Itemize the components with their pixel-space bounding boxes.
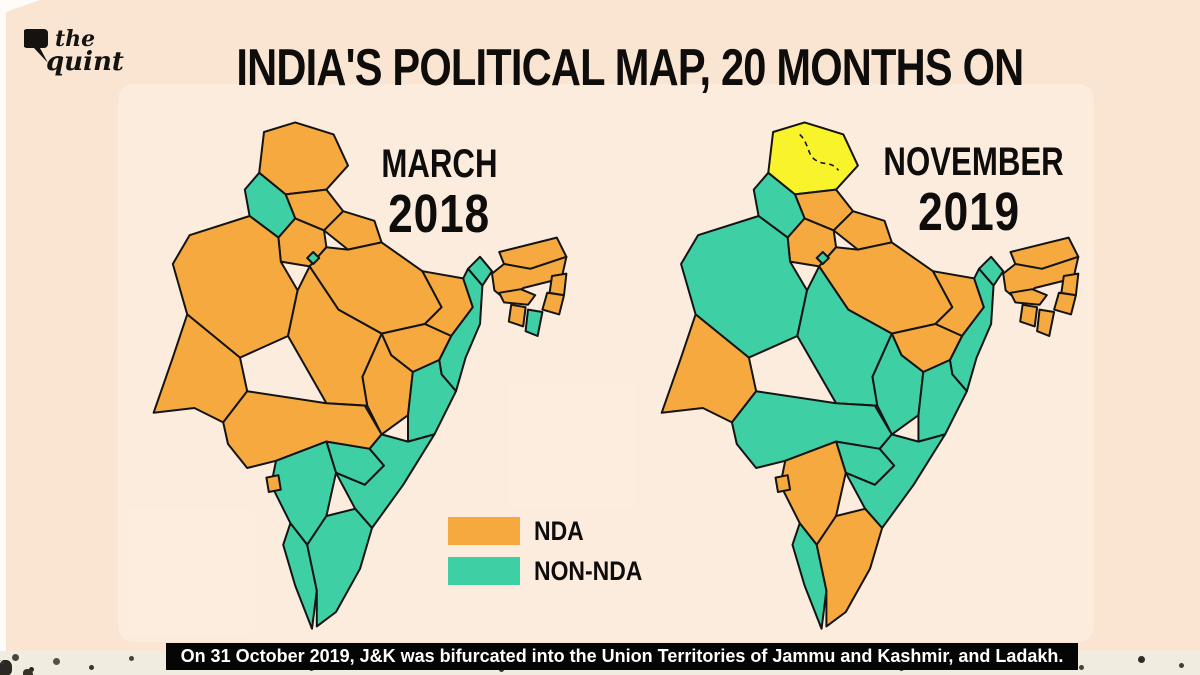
state-uttarakhand — [834, 211, 892, 249]
legend-row-nda: NDA — [448, 516, 688, 546]
state-tamil-nadu — [307, 509, 372, 627]
state-goa — [776, 475, 791, 492]
paper-edge-left — [0, 0, 6, 675]
india-map-march-2018 — [144, 120, 576, 636]
state-meghalaya — [499, 289, 535, 305]
label-november-2019: NOVEMBER 2019 — [858, 140, 1080, 240]
state-odisha — [408, 360, 456, 442]
logo-word-the: the — [55, 26, 96, 52]
the-quint-logo: the quint — [24, 26, 154, 88]
state-delhi — [307, 252, 319, 264]
paper-tear-corner — [6, 0, 40, 12]
speech-bubble-icon — [24, 29, 48, 63]
non-nda-label: NON-NDA — [534, 556, 643, 586]
label-month: NOVEMBER — [883, 140, 1064, 184]
label-march-2018: MARCH 2018 — [352, 142, 527, 242]
ink-blobs — [0, 660, 4, 664]
label-year: 2018 — [388, 184, 491, 244]
label-year: 2019 — [918, 182, 1020, 242]
state-gujarat — [662, 314, 756, 422]
state-delhi — [817, 252, 829, 264]
state-uttarakhand — [324, 211, 382, 249]
non-nda-color-swatch — [448, 557, 520, 585]
ink-speckles — [0, 654, 3, 657]
india-map-november-2019 — [652, 120, 1088, 636]
state-goa — [266, 475, 280, 492]
page-title: INDIA'S POLITICAL MAP, 20 MONTHS ON — [120, 38, 1140, 98]
state-gujarat — [154, 314, 248, 422]
state-tripura — [509, 305, 526, 327]
legend: NDA NON-NDA — [448, 516, 688, 597]
label-month: MARCH — [381, 142, 498, 186]
page-title-text: INDIA'S POLITICAL MAP, 20 MONTHS ON — [236, 39, 1024, 97]
jammu-kashmir-ladakh-dashed-boundary — [800, 134, 839, 170]
state-nagaland — [1061, 274, 1078, 296]
logo-word-quint: quint — [46, 47, 124, 77]
state-tamil-nadu — [817, 509, 882, 627]
state-mizoram — [1037, 310, 1054, 336]
state-mizoram — [526, 310, 543, 336]
state-nagaland — [550, 274, 567, 296]
state-tripura — [1020, 305, 1037, 327]
legend-row-non-nda: NON-NDA — [448, 556, 688, 586]
nda-label: NDA — [534, 516, 584, 546]
state-odisha — [918, 360, 966, 442]
state-manipur — [542, 293, 564, 315]
state-meghalaya — [1010, 289, 1046, 305]
footnote-bar: On 31 October 2019, J&K was bifurcated i… — [166, 643, 1078, 670]
nda-color-swatch — [448, 517, 520, 545]
state-manipur — [1054, 293, 1076, 315]
